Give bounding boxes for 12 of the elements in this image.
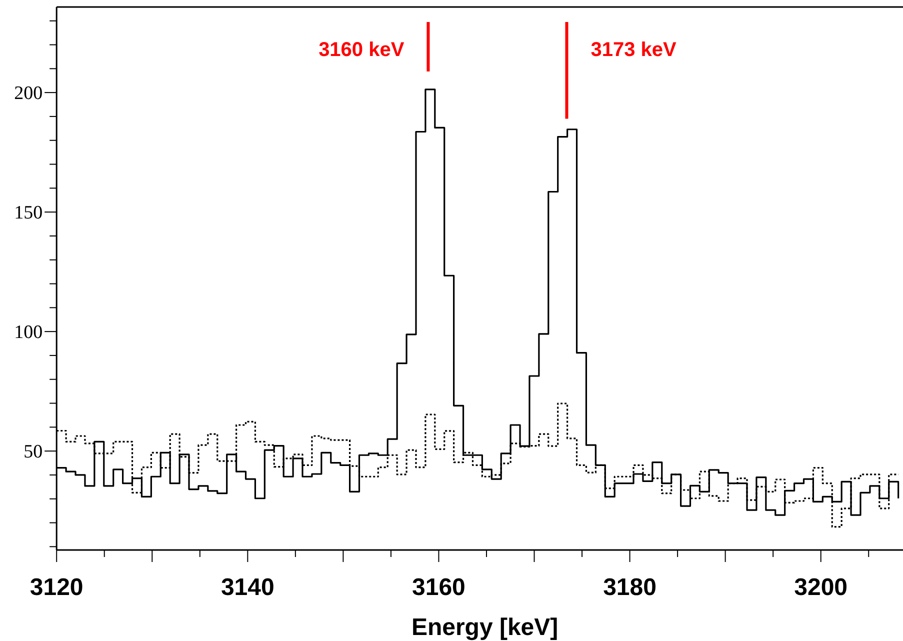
y-tick-label: 100: [14, 322, 43, 344]
x-tick-label: 3180: [603, 574, 656, 601]
ref-line-label: 3160 keV: [318, 39, 405, 61]
y-tick-label: 200: [14, 83, 43, 104]
x-tick-label: 3200: [794, 574, 848, 601]
ref-line-label: 3173 keV: [590, 39, 678, 61]
x-axis-title: Energy [keV]: [411, 614, 558, 641]
x-tick-label: 3160: [412, 574, 466, 601]
y-tick-label: 50: [24, 442, 43, 463]
x-tick-label: 3120: [30, 574, 84, 601]
y-tick-label: 150: [14, 202, 43, 224]
x-tick-label: 3140: [220, 574, 274, 601]
